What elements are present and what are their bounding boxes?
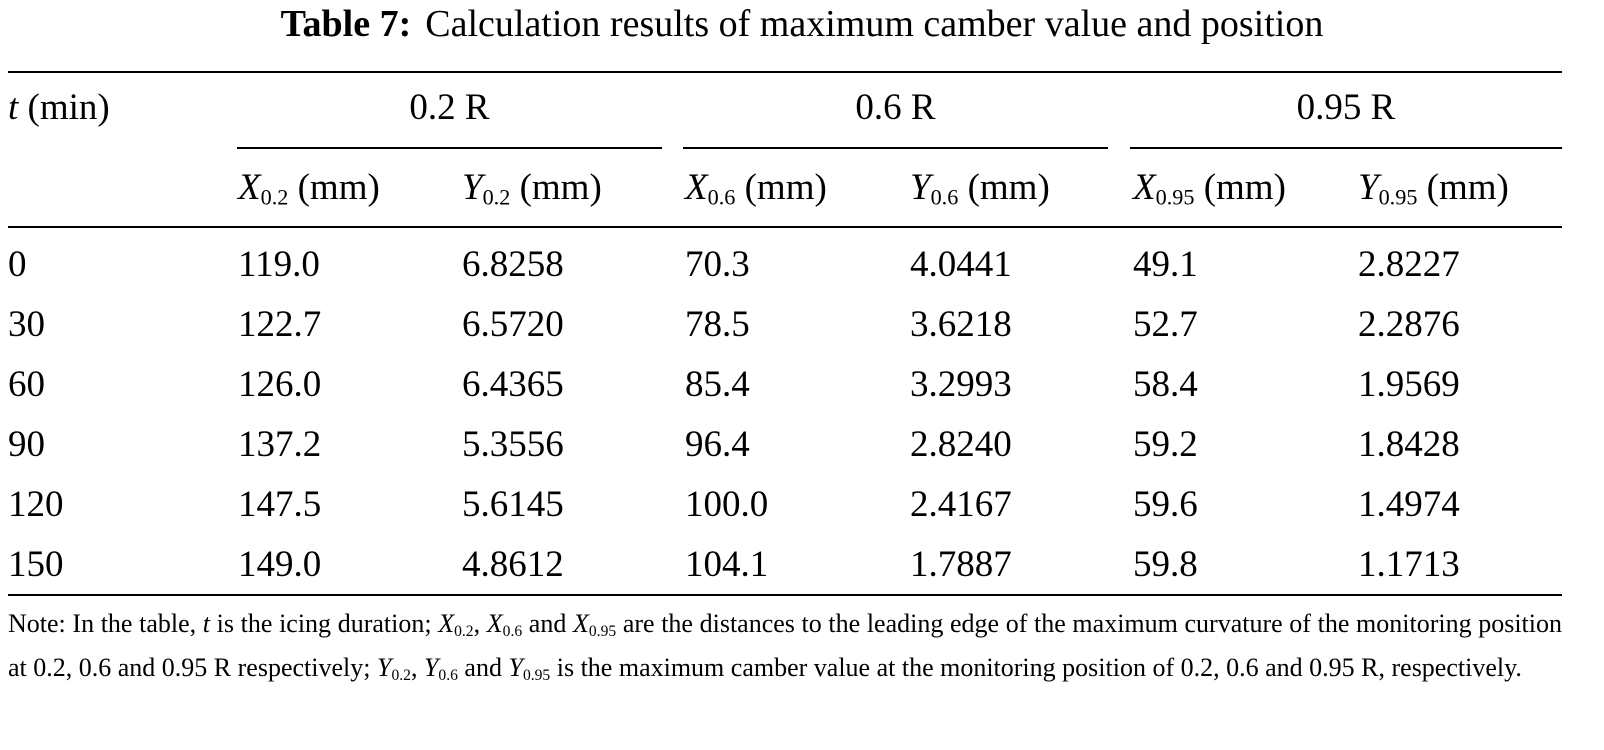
top-rule	[8, 71, 1562, 73]
table-cell: 59.2	[1133, 424, 1198, 465]
table-cell: 2.2876	[1358, 304, 1460, 345]
group-rule-0.2R	[237, 147, 662, 149]
table-title: Table 7: Calculation results of maximum c…	[0, 2, 1604, 46]
table-cell: 149.0	[238, 544, 322, 585]
table-cell: 2.4167	[910, 484, 1012, 525]
table-cell: 6.8258	[462, 244, 564, 285]
column-header: Y0.95 (mm)	[1358, 167, 1509, 210]
table-cell: 4.8612	[462, 544, 564, 585]
column-header: X0.6 (mm)	[685, 167, 827, 210]
column-header: X0.95 (mm)	[1133, 167, 1286, 210]
table-cell: 1.7887	[910, 544, 1012, 585]
table-cell: 96.4	[685, 424, 750, 465]
group-header-0.95R: 0.95 R	[1296, 87, 1396, 128]
header-rule	[8, 226, 1562, 228]
group-rule-0.6R	[683, 147, 1108, 149]
column-header: X0.2 (mm)	[238, 167, 380, 210]
table-cell: 6.5720	[462, 304, 564, 345]
table-cell: 1.4974	[1358, 484, 1460, 525]
table-cell: 60	[8, 364, 45, 405]
table-cell: 3.6218	[910, 304, 1012, 345]
table-cell: 5.6145	[462, 484, 564, 525]
group-rule-0.95R	[1130, 147, 1562, 149]
table-cell: 119.0	[238, 244, 320, 285]
table-cell: 58.4	[1133, 364, 1198, 405]
table-cell: 150	[8, 544, 64, 585]
table-cell: 1.9569	[1358, 364, 1460, 405]
table-cell: 90	[8, 424, 45, 465]
t-unit: (min)	[27, 87, 110, 128]
header-t: t (min)	[8, 86, 110, 130]
group-header-0.6R: 0.6 R	[855, 87, 936, 128]
table-cell: 104.1	[685, 544, 769, 585]
table-cell: 1.1713	[1358, 544, 1460, 585]
table-cell: 78.5	[685, 304, 750, 345]
table-cell: 30	[8, 304, 45, 345]
table-cell: 4.0441	[910, 244, 1012, 285]
table-cell: 2.8227	[1358, 244, 1460, 285]
table-cell: 137.2	[238, 424, 322, 465]
table-cell: 59.6	[1133, 484, 1198, 525]
table-cell: 120	[8, 484, 64, 525]
table-cell: 52.7	[1133, 304, 1198, 345]
column-header: Y0.6 (mm)	[910, 167, 1050, 210]
table-cell: 126.0	[238, 364, 322, 405]
table-cell: 147.5	[238, 484, 322, 525]
table-cell: 122.7	[238, 304, 322, 345]
table-caption: Calculation results of maximum camber va…	[425, 3, 1324, 45]
table-label: Table 7:	[280, 3, 412, 45]
table-cell: 49.1	[1133, 244, 1198, 285]
table-cell: 1.8428	[1358, 424, 1460, 465]
table-cell: 0	[8, 244, 27, 285]
table-cell: 100.0	[685, 484, 769, 525]
table-cell: 6.4365	[462, 364, 564, 405]
group-header-0.2R: 0.2 R	[409, 87, 490, 128]
table-note: Note: In the table, t is the icing durat…	[8, 609, 1563, 685]
table-cell: 2.8240	[910, 424, 1012, 465]
table-cell: 85.4	[685, 364, 750, 405]
table-cell: 3.2993	[910, 364, 1012, 405]
t-var: t	[8, 87, 19, 128]
bottom-rule	[8, 594, 1562, 596]
table-cell: 59.8	[1133, 544, 1198, 585]
table-cell: 5.3556	[462, 424, 564, 465]
table-cell: 70.3	[685, 244, 750, 285]
column-header: Y0.2 (mm)	[462, 167, 602, 210]
